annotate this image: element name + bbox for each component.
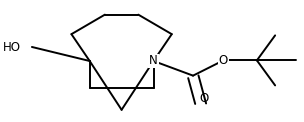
Text: N: N: [149, 55, 158, 67]
Text: O: O: [219, 54, 228, 67]
Text: HO: HO: [3, 41, 21, 54]
Text: O: O: [200, 92, 209, 105]
